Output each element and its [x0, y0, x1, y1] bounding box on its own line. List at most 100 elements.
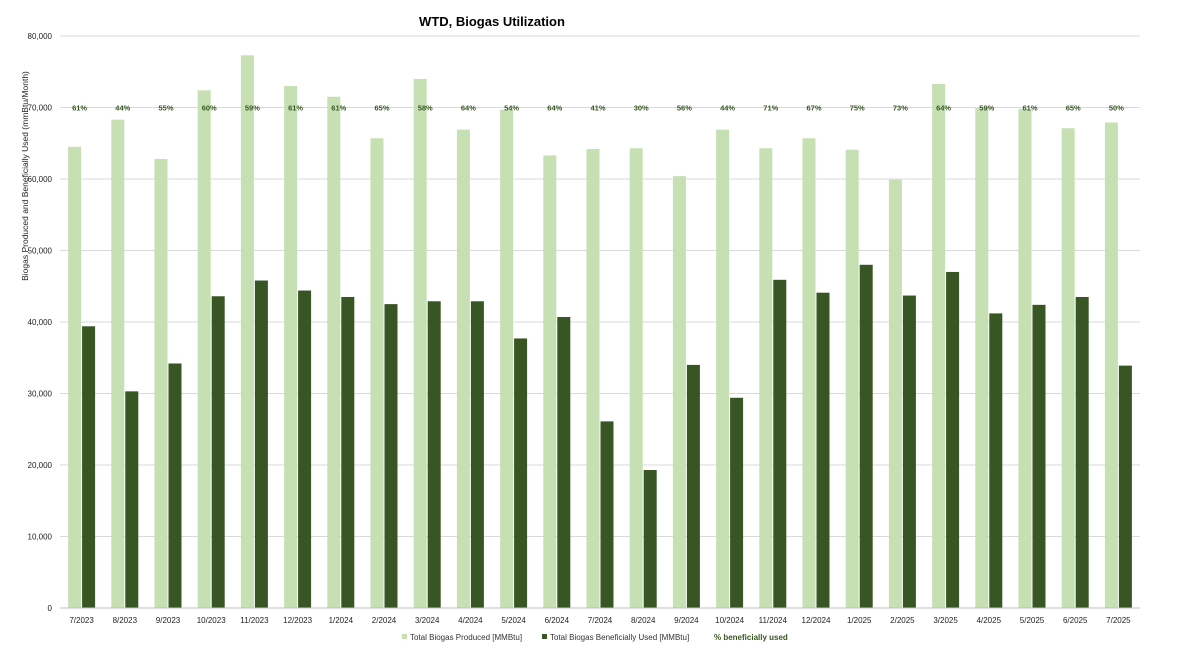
x-tick-label: 4/2025 — [977, 616, 1002, 625]
bar-used — [686, 364, 700, 608]
percent-label: 64% — [461, 104, 476, 113]
y-tick-label: 20,000 — [28, 461, 53, 470]
y-tick-label: 0 — [48, 604, 53, 613]
bar-used — [298, 290, 312, 608]
bar-produced — [586, 148, 600, 608]
bar-produced — [1061, 128, 1075, 609]
x-tick-label: 5/2024 — [501, 616, 526, 625]
percent-label: 41% — [590, 104, 605, 113]
legend: Total Biogas Produced [MMBtu] Total Biog… — [402, 633, 788, 642]
bar-used — [730, 397, 744, 608]
bars-group — [68, 55, 1132, 609]
bar-produced — [759, 148, 773, 608]
bar-produced — [370, 138, 384, 608]
bar-used — [902, 295, 916, 608]
percent-label: 61% — [72, 104, 87, 113]
percent-label: 73% — [893, 104, 908, 113]
x-tick-label: 10/2024 — [715, 616, 744, 625]
bar-used — [470, 301, 484, 608]
y-tick-label: 80,000 — [28, 32, 53, 41]
percent-label: 59% — [245, 104, 260, 113]
bar-produced — [327, 96, 341, 609]
legend-swatch-used — [542, 634, 547, 639]
bar-used — [600, 421, 614, 608]
bar-used — [1118, 365, 1132, 608]
percent-label: 65% — [1066, 104, 1081, 113]
x-tick-label: 2/2024 — [372, 616, 397, 625]
percent-label: 59% — [979, 104, 994, 113]
x-tick-label: 4/2024 — [458, 616, 483, 625]
bar-produced — [500, 109, 514, 609]
x-tick-label: 12/2023 — [283, 616, 312, 625]
y-tick-label: 10,000 — [28, 533, 53, 542]
bar-used — [557, 316, 571, 608]
bar-produced — [111, 119, 125, 608]
x-tick-label: 8/2024 — [631, 616, 656, 625]
bar-used — [254, 280, 268, 608]
bar-used — [1032, 304, 1046, 608]
bar-produced — [154, 158, 168, 609]
legend-label-used: Total Biogas Beneficially Used [MMBtu] — [550, 633, 689, 642]
percent-label: 61% — [288, 104, 303, 113]
y-axis-ticks: 0 10,000 20,000 30,000 40,000 50,000 60,000 70,… — [28, 32, 53, 613]
legend-swatch-produced — [402, 634, 407, 639]
bar-used — [989, 313, 1003, 608]
percent-label: 64% — [547, 104, 562, 113]
bar-used — [211, 296, 225, 608]
x-tick-label: 6/2025 — [1063, 616, 1088, 625]
percent-label: 30% — [634, 104, 649, 113]
bar-produced — [845, 149, 859, 608]
x-tick-label: 6/2024 — [545, 616, 570, 625]
legend-label-percent: % beneficially used — [714, 633, 788, 642]
x-tick-label: 5/2025 — [1020, 616, 1045, 625]
percent-label: 65% — [374, 104, 389, 113]
bar-produced — [413, 78, 427, 608]
y-tick-label: 70,000 — [28, 104, 53, 113]
bar-produced — [802, 138, 816, 608]
bar-used — [1075, 296, 1089, 608]
y-tick-label: 30,000 — [28, 390, 53, 399]
x-tick-label: 9/2024 — [674, 616, 699, 625]
x-tick-label: 11/2024 — [759, 616, 788, 625]
percent-label: 50% — [1109, 104, 1124, 113]
bar-produced — [888, 179, 902, 608]
bar-produced — [284, 86, 298, 609]
x-tick-label: 2/2025 — [890, 616, 915, 625]
x-tick-label: 1/2024 — [329, 616, 354, 625]
bar-used — [125, 391, 139, 608]
percent-label: 61% — [1022, 104, 1037, 113]
legend-label-produced: Total Biogas Produced [MMBtu] — [410, 633, 522, 642]
percent-labels-group: 61% 44% 55% 60% 59% 61% 61% 65% 58% 64% 54% 64% 41% 3… — [72, 104, 1124, 113]
x-tick-label: 12/2024 — [802, 616, 831, 625]
chart-title: WTD, Biogas Utilization — [419, 14, 565, 29]
percent-label: 61% — [331, 104, 346, 113]
bar-used — [341, 296, 355, 608]
bar-used — [946, 271, 960, 608]
x-tick-label: 10/2023 — [197, 616, 226, 625]
percent-label: 71% — [763, 104, 778, 113]
gridlines — [60, 35, 1140, 537]
percent-label: 55% — [158, 104, 173, 113]
percent-label: 44% — [720, 104, 735, 113]
bar-used — [168, 363, 182, 608]
bar-produced — [932, 83, 946, 608]
bar-used — [643, 470, 657, 608]
bar-produced — [629, 148, 643, 608]
bar-produced — [672, 176, 686, 608]
bar-produced — [456, 129, 470, 609]
x-tick-label: 3/2025 — [933, 616, 958, 625]
x-tick-label: 3/2024 — [415, 616, 440, 625]
percent-label: 60% — [202, 104, 217, 113]
bar-produced — [716, 129, 730, 609]
bar-produced — [1018, 108, 1032, 609]
bar-used — [816, 292, 830, 608]
bar-produced — [975, 108, 989, 608]
percent-label: 44% — [115, 104, 130, 113]
x-tick-label: 11/2023 — [240, 616, 269, 625]
bar-used — [384, 304, 398, 608]
x-axis-ticks: 7/2023 8/2023 9/2023 10/2023 11/2023 12/2023 1… — [69, 616, 1131, 625]
percent-label: 67% — [806, 104, 821, 113]
bar-used — [514, 338, 528, 608]
